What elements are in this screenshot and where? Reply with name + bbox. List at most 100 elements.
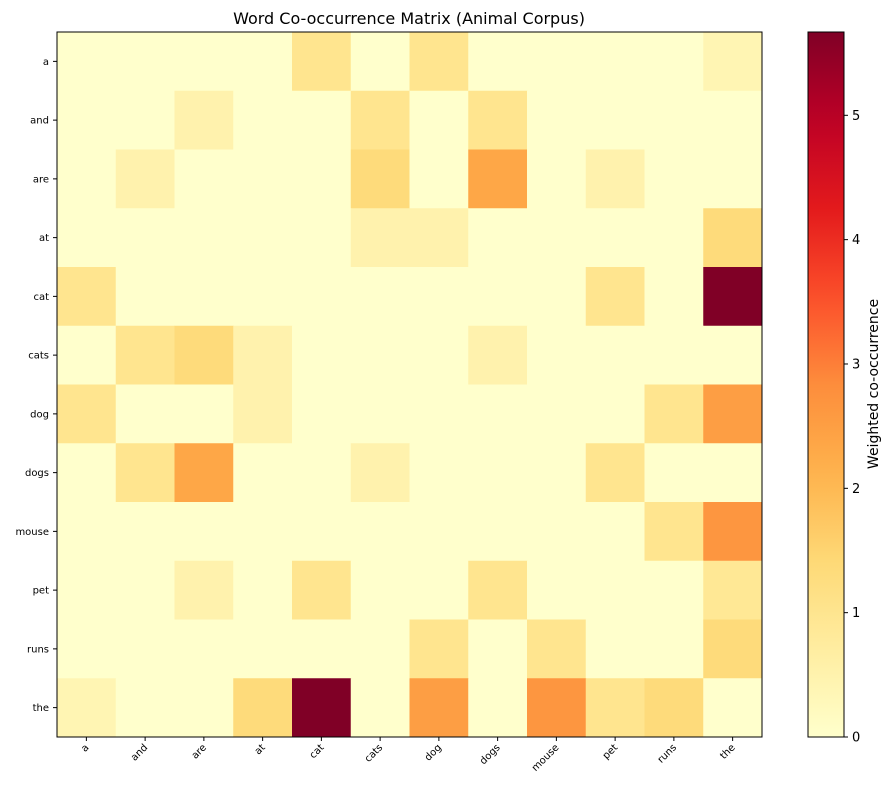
heatmap-cell [233,32,293,92]
heatmap-cell [703,32,763,92]
heatmap-cell [644,619,704,679]
heatmap-cell [527,560,587,620]
heatmap-cell [527,208,587,268]
heatmap-cell [585,90,645,150]
heatmap-cell [57,90,117,150]
heatmap-cell [57,208,117,268]
heatmap-cell [233,208,293,268]
heatmap-cell [350,267,410,327]
x-tick-label: are [190,742,209,761]
y-tick-label: mouse [15,527,49,538]
heatmap-cell [468,325,528,385]
heatmap-cell [292,325,352,385]
colorbar-tick-label: 2 [852,482,860,497]
heatmap-cell [527,149,587,209]
heatmap-cell [703,149,763,209]
heatmap-cell [174,560,234,620]
x-tick-label: a [79,742,91,754]
heatmap-cell [585,325,645,385]
heatmap-cell [409,90,469,150]
y-tick-label: pet [33,586,50,597]
y-tick-label: the [33,703,49,714]
colorbar-tick-label: 5 [852,109,860,124]
x-tick-label: dog [423,742,444,763]
heatmap-cell [527,325,587,385]
heatmap-cell [174,32,234,92]
heatmap-cell [527,90,587,150]
heatmap-cell [115,678,175,738]
x-tick-label: and [129,742,150,763]
heatmap-cell [644,90,704,150]
heatmap-cell [468,384,528,444]
x-tick-label: pet [601,742,620,761]
heatmap-cell [115,208,175,268]
heatmap-cell [703,443,763,503]
heatmap-cell [703,208,763,268]
heatmap-cell [233,90,293,150]
heatmap-cell [233,678,293,738]
heatmap-cell [292,502,352,562]
heatmap-cell [292,678,352,738]
heatmap-cell [409,502,469,562]
heatmap-cell [174,502,234,562]
heatmap-cell [468,208,528,268]
x-tick-label: the [718,742,737,761]
heatmap-cell [57,560,117,620]
heatmap-cell [409,32,469,92]
heatmap-cell [527,678,587,738]
heatmap-cell [644,384,704,444]
heatmap-cell [350,90,410,150]
heatmap-cell [115,384,175,444]
heatmap-cell [174,267,234,327]
heatmap-cell [174,90,234,150]
heatmap-cell [409,443,469,503]
heatmap-cell [115,325,175,385]
heatmap-cell [292,90,352,150]
heatmap-cell [350,502,410,562]
heatmap-cell [292,149,352,209]
colorbar-label: Weighted co-occurrence [866,299,882,469]
heatmap-cell [174,443,234,503]
heatmap-cell [703,325,763,385]
heatmap-cell [174,208,234,268]
heatmap-cell [409,149,469,209]
heatmap-cell [409,325,469,385]
y-tick-label: cats [28,351,49,362]
heatmap-cell [57,502,117,562]
heatmap-cell [233,502,293,562]
heatmap-cell [115,149,175,209]
heatmap-cell [174,325,234,385]
heatmap-cell [585,502,645,562]
x-tick-label: cat [308,742,327,761]
heatmap-cell [292,208,352,268]
heatmap-cell [527,384,587,444]
heatmap-cell [585,267,645,327]
heatmap-cell [174,678,234,738]
heatmap-cell [233,443,293,503]
heatmap-cell [233,384,293,444]
heatmap-cell [703,678,763,738]
y-tick-label: cat [33,292,49,303]
heatmap-cell [233,325,293,385]
heatmap-cell [350,384,410,444]
x-tick-label: mouse [530,742,562,774]
heatmap-cell [527,32,587,92]
heatmap-cell [703,560,763,620]
heatmap-cell [409,208,469,268]
heatmap-cell [350,325,410,385]
heatmap-cell [468,560,528,620]
heatmap-cell [115,90,175,150]
heatmap-cell [350,678,410,738]
heatmap-cell [527,267,587,327]
heatmap-cell [350,208,410,268]
heatmap-cell [115,560,175,620]
heatmap-cell [409,560,469,620]
heatmap-cell [644,267,704,327]
heatmap-cell [644,208,704,268]
heatmap-cell [644,502,704,562]
heatmap-cell [585,149,645,209]
heatmap-cell [468,149,528,209]
heatmap-cell [585,619,645,679]
heatmap-cell [233,149,293,209]
